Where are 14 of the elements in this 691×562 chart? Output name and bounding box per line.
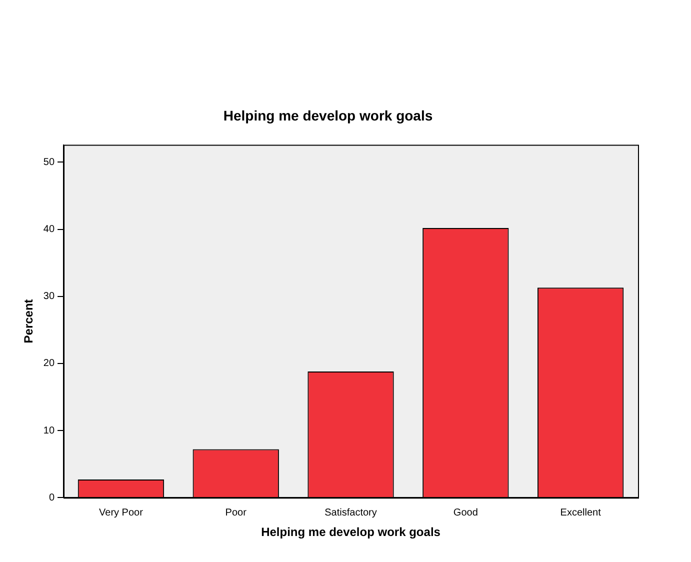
chart-title: Helping me develop work goals: [223, 107, 433, 124]
y-axis-title: Percent: [22, 299, 36, 344]
x-tick-label: Excellent: [560, 507, 602, 518]
x-tick-label: Satisfactory: [324, 507, 377, 518]
y-tick-label: 0: [48, 492, 55, 504]
y-tick-label: 10: [43, 425, 55, 436]
y-tick-label: 40: [43, 224, 55, 236]
x-tick-label: Very Poor: [99, 507, 144, 518]
x-tick-label: Good: [453, 507, 478, 518]
y-tick-label: 20: [43, 358, 55, 370]
x-tick-label: Poor: [225, 507, 248, 518]
y-tick-label: 30: [43, 291, 55, 302]
x-axis-title: Helping me develop work goals: [261, 525, 441, 540]
y-tick-label: 50: [43, 156, 55, 168]
